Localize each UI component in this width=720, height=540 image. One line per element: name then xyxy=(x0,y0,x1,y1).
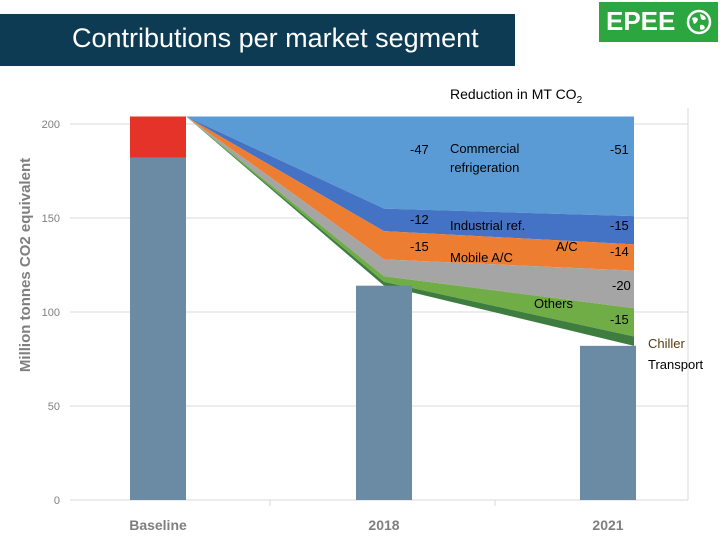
chart-subtitle: Reduction in MT CO2 xyxy=(450,86,582,106)
label-mobile-ac: Mobile A/C xyxy=(450,250,513,265)
y-tick-label: 100 xyxy=(42,307,60,319)
bar-baseline-top-segment xyxy=(130,116,186,158)
bar-baseline xyxy=(130,157,186,500)
logo-text: EPEE xyxy=(606,6,676,36)
y-tick-label: 200 xyxy=(42,119,60,131)
bar-2021 xyxy=(580,345,636,500)
x-tick-label: Baseline xyxy=(129,517,187,533)
y-axis-label: Million tonnes CO2 equivalent xyxy=(17,158,34,372)
reduction-2021-industrial: -15 xyxy=(610,218,629,233)
bar-2018 xyxy=(356,285,412,500)
area-mobile-ac xyxy=(186,116,634,271)
y-tick-label: 0 xyxy=(54,495,60,507)
reduction-2021-others: -20 xyxy=(612,278,631,293)
label-ac: A/C xyxy=(556,239,578,254)
label-industrial: Industrial ref. xyxy=(450,218,525,233)
area-industrial-ref xyxy=(186,116,634,245)
label-commercial-line2: refrigeration xyxy=(450,160,519,175)
area-commercial-refrigeration xyxy=(130,116,634,217)
label-commercial-line1: Commercial xyxy=(450,141,519,156)
title-bar: Contributions per market segment xyxy=(0,14,515,66)
x-tick-label: 2021 xyxy=(592,517,623,533)
subtitle-main: Reduction in MT CO xyxy=(450,86,577,102)
reduction-2021-commercial: -51 xyxy=(610,142,629,157)
label-chiller: Chiller xyxy=(648,336,686,351)
label-others: Others xyxy=(534,296,574,311)
label-transport: Transport xyxy=(648,357,704,372)
reduction-2018-industrial: -12 xyxy=(410,212,429,227)
reduction-2018-commercial: -47 xyxy=(410,142,429,157)
y-tick-label: 150 xyxy=(42,213,60,225)
page-title: Contributions per market segment xyxy=(72,23,479,53)
x-tick-label: 2018 xyxy=(368,517,399,533)
subtitle-sub: 2 xyxy=(576,94,583,106)
reduction-2018-mobile: -15 xyxy=(410,239,429,254)
globe-icon xyxy=(686,9,712,35)
reduction-2021-transport: -15 xyxy=(610,312,629,327)
y-tick-label: 50 xyxy=(48,401,60,413)
area-transport xyxy=(186,116,634,337)
reduction-2021-mobile: -14 xyxy=(610,244,629,259)
epee-logo: EPEE xyxy=(599,2,718,42)
area-others xyxy=(186,116,634,309)
